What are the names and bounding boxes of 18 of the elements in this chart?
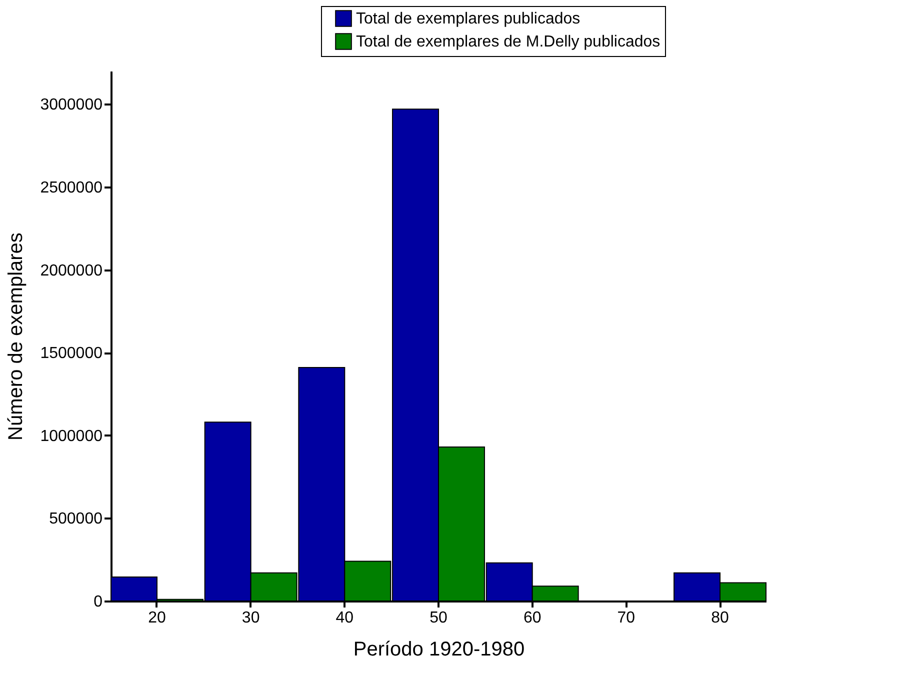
x-tick-label: 30 [242, 610, 260, 626]
x-tick-label: 80 [711, 610, 730, 626]
x-tick-label: 20 [148, 610, 166, 626]
y-tick-label: 1000000 [40, 428, 103, 445]
legend-label: Total de exemplares de M.Delly publicados [356, 34, 660, 50]
y-tick-label: 0 [94, 594, 103, 610]
y-tick-label: 2000000 [40, 262, 103, 280]
x-tick-label: 40 [336, 610, 354, 626]
y-tick-label: 2500000 [40, 179, 103, 196]
x-axis-title: Período 1920-1980 [353, 638, 525, 660]
y-tick-label: 3000000 [40, 96, 103, 114]
legend-label: Total de exemplares publicados [356, 10, 580, 28]
x-tick-label: 70 [617, 610, 636, 626]
x-tick-label: 50 [430, 610, 448, 626]
y-axis-title: Número de exemplares [5, 232, 28, 440]
y-tick-label: 500000 [49, 510, 103, 528]
y-tick-label: 1500000 [40, 345, 103, 362]
x-tick-label: 60 [523, 610, 542, 626]
